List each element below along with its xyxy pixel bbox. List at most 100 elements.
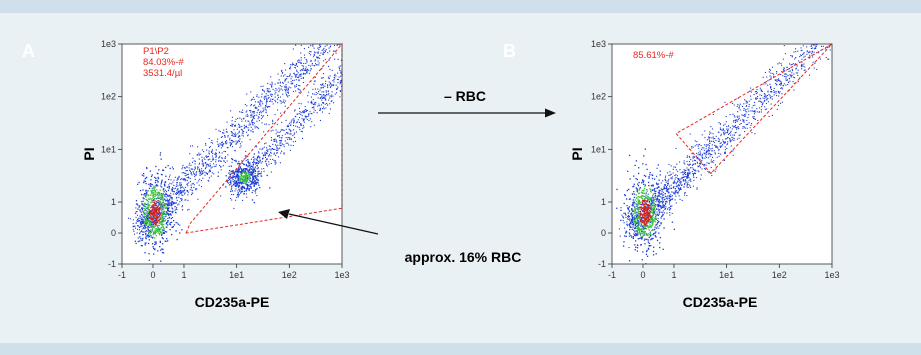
event-dot [700, 145, 702, 147]
event-dot [631, 214, 633, 217]
event-dot [337, 58, 339, 60]
event-dot [296, 83, 298, 86]
event-dot [292, 82, 294, 85]
event-dot [146, 227, 149, 229]
event-dot [162, 230, 164, 232]
event-dot [152, 214, 154, 216]
event-dot [257, 157, 259, 159]
event-dot [155, 213, 157, 215]
event-dot [276, 152, 278, 154]
event-dot [287, 89, 289, 91]
event-dot [311, 100, 313, 102]
event-dot [745, 113, 747, 115]
event-dot [248, 170, 250, 172]
event-dot [267, 90, 269, 92]
event-dot [260, 110, 262, 112]
event-dot [295, 63, 297, 65]
event-dot [141, 200, 143, 203]
event-dot [171, 204, 173, 206]
event-dot [634, 227, 637, 229]
event-dot [657, 198, 659, 200]
event-dot [300, 62, 302, 64]
event-dot [215, 152, 217, 155]
event-dot [163, 228, 165, 230]
event-dot [301, 65, 303, 67]
event-dot [737, 111, 739, 113]
event-dot [303, 109, 305, 112]
event-dot [700, 163, 702, 165]
event-dot [250, 109, 252, 112]
event-dot [201, 160, 203, 162]
event-dot [144, 205, 146, 208]
event-dot [783, 45, 785, 47]
event-dot [318, 91, 320, 93]
event-dot [160, 211, 162, 213]
event-dot [198, 154, 200, 156]
event-dot [680, 178, 682, 180]
event-dot [770, 89, 773, 91]
event-dot [274, 96, 276, 98]
event-dot [233, 141, 235, 143]
event-dot [162, 229, 164, 231]
event-dot [177, 188, 179, 190]
event-dot [649, 226, 651, 228]
event-dot [247, 170, 249, 172]
event-dot [652, 202, 655, 204]
event-dot [198, 171, 200, 173]
event-dot [655, 224, 657, 226]
event-dot [149, 232, 151, 234]
event-dot [268, 161, 270, 163]
event-dot [743, 108, 745, 110]
event-dot [225, 140, 227, 143]
event-dot [744, 127, 746, 129]
event-dot [734, 119, 737, 121]
event-dot [237, 193, 239, 195]
event-dot [311, 113, 313, 115]
event-dot [259, 99, 262, 101]
event-dot [198, 163, 200, 165]
event-dot [654, 211, 656, 213]
event-dot [766, 98, 768, 100]
event-dot [654, 192, 657, 195]
event-dot [142, 189, 144, 191]
event-dot [724, 152, 726, 155]
event-dot [180, 187, 182, 189]
event-dot [706, 139, 708, 141]
event-dot [172, 200, 174, 203]
event-dot [158, 211, 160, 213]
event-dot [231, 123, 233, 125]
event-dot [266, 101, 268, 103]
event-dot [142, 231, 144, 233]
event-dot [155, 220, 157, 222]
event-dot [790, 76, 792, 78]
event-dot [725, 121, 727, 123]
event-dot [662, 201, 665, 203]
event-dot [734, 116, 736, 118]
event-dot [285, 137, 287, 139]
event-dot [652, 208, 654, 210]
event-dot [713, 141, 715, 143]
event-dot [165, 200, 167, 202]
event-dot [239, 179, 242, 181]
event-dot [709, 142, 711, 144]
event-dot [237, 133, 239, 135]
event-dot [300, 124, 302, 126]
event-dot [246, 105, 248, 107]
event-dot [315, 94, 317, 96]
event-dot [151, 229, 153, 231]
event-dot [144, 244, 146, 246]
event-dot [142, 233, 144, 236]
event-dot [260, 105, 262, 107]
event-dot [659, 170, 661, 172]
event-dot [247, 186, 249, 188]
event-dot [313, 65, 315, 67]
event-dot [256, 177, 258, 179]
event-dot [142, 222, 144, 224]
event-dot [141, 208, 144, 211]
event-dot [255, 146, 258, 148]
event-dot [667, 190, 669, 192]
event-dot [325, 80, 327, 82]
event-dot [339, 90, 341, 92]
event-dot [236, 184, 238, 186]
event-dot [274, 161, 276, 163]
